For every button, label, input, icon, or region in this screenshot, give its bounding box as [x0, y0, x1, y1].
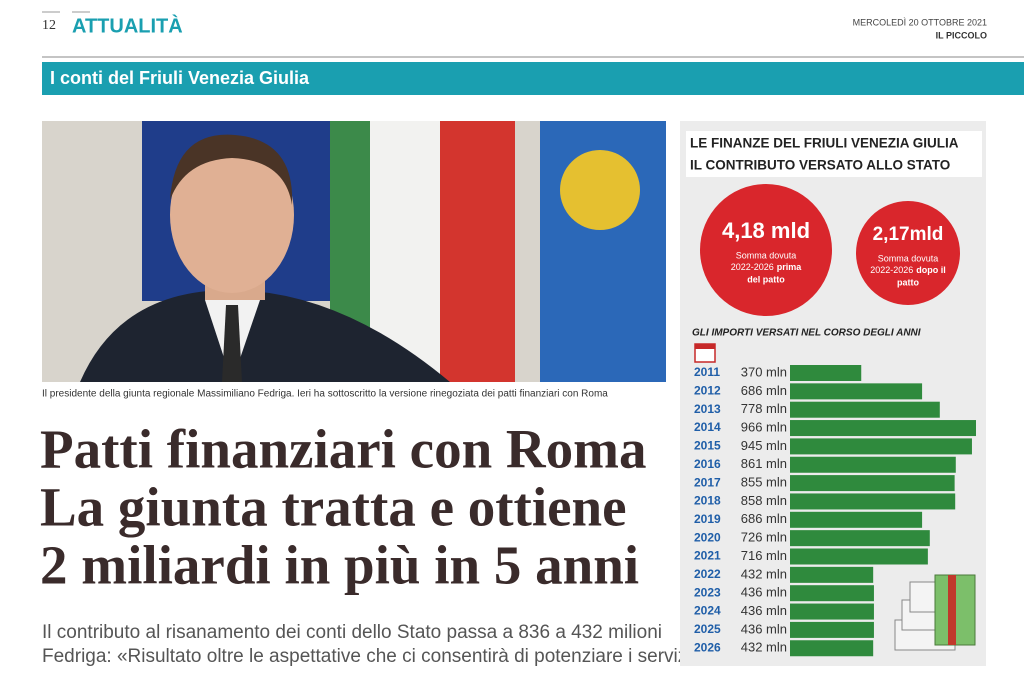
circle-note: del patto	[747, 274, 785, 284]
year-label: 2025	[694, 622, 721, 636]
bar	[790, 530, 930, 547]
bar	[790, 640, 874, 657]
year-label: 2024	[694, 604, 721, 618]
year-label: 2020	[694, 530, 721, 544]
value-label: 432 mln	[741, 640, 787, 655]
value-label: 945 mln	[741, 438, 787, 453]
circle-amount: 4,18 mld	[722, 218, 810, 243]
bar	[790, 621, 874, 638]
value-label: 858 mln	[741, 493, 787, 508]
year-label: 2015	[694, 439, 721, 453]
year-label: 2014	[694, 420, 721, 434]
caption: Il presidente della giunta regionale Mas…	[42, 389, 608, 400]
year-label: 2021	[694, 549, 721, 563]
calendar-icon	[694, 343, 716, 363]
bar	[790, 566, 874, 583]
year-label: 2023	[694, 585, 721, 599]
value-label: 432 mln	[741, 566, 787, 581]
value-label: 686 mln	[741, 383, 787, 398]
bar	[790, 511, 923, 528]
circle-note: 2022-2026 dopo il	[870, 265, 946, 275]
circle-note: 2022-2026 prima	[731, 262, 803, 272]
value-label: 436 mln	[741, 621, 787, 636]
bar	[790, 493, 956, 510]
bar	[790, 475, 955, 492]
year-label: 2012	[694, 384, 721, 398]
subtitle: Il contributo al risanamento dei conti d…	[42, 622, 662, 643]
year-label: 2019	[694, 512, 721, 526]
year-label: 2013	[694, 402, 721, 416]
date: MERCOLEDÌ 20 OTTOBRE 2021	[853, 17, 987, 27]
bar	[790, 548, 928, 565]
year-label: 2016	[694, 457, 721, 471]
value-label: 686 mln	[741, 511, 787, 526]
circle-note-part: 2022-2026	[870, 265, 913, 275]
value-label: 436 mln	[741, 603, 787, 618]
value-label: 966 mln	[741, 419, 787, 434]
section: ATTUALITÀ	[72, 14, 183, 37]
bar	[790, 383, 923, 400]
headline: 2 miliardi in più in 5 anni	[40, 535, 639, 596]
headline: Patti finanziari con Roma	[40, 419, 646, 480]
red-circle	[856, 201, 960, 305]
value-label: 716 mln	[741, 548, 787, 563]
circle-note: patto	[897, 277, 919, 287]
money-icon	[894, 574, 976, 651]
bar	[790, 365, 862, 381]
circle-note-bold: dopo il	[916, 265, 946, 275]
paper: IL PICCOLO	[936, 30, 987, 40]
band-title: I conti del Friuli Venezia Giulia	[50, 68, 310, 88]
infographic-title: IL CONTRIBUTO VERSATO ALLO STATO	[690, 158, 950, 173]
value-label: 726 mln	[741, 530, 787, 545]
circle-note: Somma dovuta	[878, 253, 939, 263]
bar	[790, 456, 956, 473]
year-label: 2018	[694, 494, 721, 508]
circle-note-part: 2022-2026	[731, 262, 774, 272]
photo	[42, 121, 666, 382]
value-label: 855 mln	[741, 475, 787, 490]
bar	[790, 420, 976, 437]
bar	[790, 401, 940, 418]
circle-amount: 2,17mld	[873, 224, 944, 245]
value-label: 370 mln	[741, 364, 787, 379]
year-label: 2017	[694, 475, 721, 489]
year-label: 2011	[694, 365, 720, 379]
subtitle: Fedriga: «Risultato oltre le aspettative…	[42, 646, 702, 667]
red-circle	[700, 184, 832, 316]
year-label: 2026	[694, 640, 721, 654]
value-label: 861 mln	[741, 456, 787, 471]
value-label: 778 mln	[741, 401, 787, 416]
page-number: 12	[42, 18, 56, 33]
infographic-title: LE FINANZE DEL FRIULI VENEZIA GIULIA	[690, 136, 959, 151]
infographic-title-box	[686, 131, 982, 177]
chart-title: GLI IMPORTI VERSATI NEL CORSO DEGLI ANNI	[692, 328, 921, 339]
bar	[790, 585, 874, 602]
headline: La giunta tratta e ottiene	[40, 477, 627, 538]
circle-note: Somma dovuta	[736, 250, 797, 260]
year-label: 2022	[694, 567, 721, 581]
band	[42, 62, 1024, 95]
circle-note-bold: prima	[777, 262, 803, 272]
bar	[790, 438, 972, 455]
bar	[790, 603, 874, 620]
value-label: 436 mln	[741, 585, 787, 600]
